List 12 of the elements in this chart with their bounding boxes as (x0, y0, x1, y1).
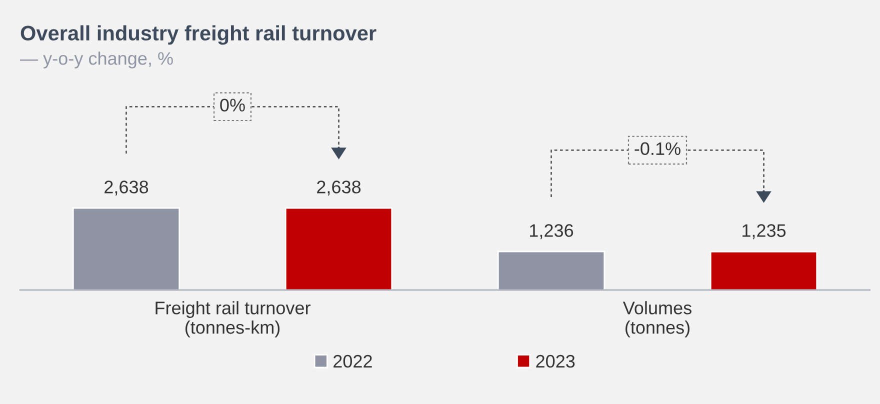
chart-title: Overall industry freight rail turnover (20, 25, 376, 45)
data-label: 1,235 (742, 224, 786, 240)
data-label: 1,236 (530, 224, 574, 240)
x-tick-label: Freight rail turnover (tonnes-km) (156, 301, 310, 338)
chart-subtitle: — y-o-y change, % (20, 52, 173, 68)
data-label: 2,638 (104, 180, 148, 196)
legend-label: 2023 (536, 354, 575, 368)
text: -0.1% (634, 142, 680, 156)
text: 0% (220, 98, 245, 112)
data-label: 2,638 (317, 180, 361, 196)
x-tick-label: Volumes (tonnes) (622, 301, 692, 338)
legend-label: 2022 (334, 354, 372, 368)
